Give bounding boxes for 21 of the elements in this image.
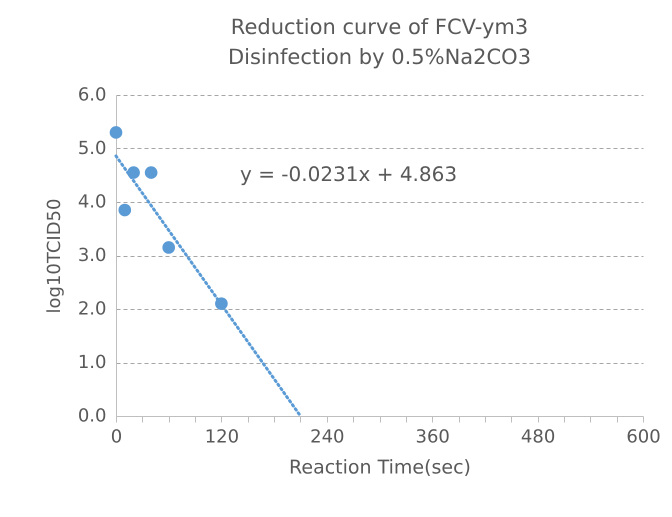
point (110, 126, 122, 139)
y-tick-label: 4.0 (78, 192, 106, 212)
x-tick-label: 600 (626, 426, 661, 448)
chart-title: Reduction curve of FCV-ym3 Disinfection by 0.5%Na2CO3 (228, 15, 532, 69)
x-tick-label: 120 (204, 426, 240, 448)
y-tick-label: 1.0 (78, 352, 106, 373)
point (162, 241, 176, 254)
x-tick-label: 480 (520, 426, 556, 448)
point (144, 166, 158, 179)
y-axis-title: log10TCID50 (44, 198, 65, 314)
x-tick-label: 240 (310, 426, 344, 448)
x-tick-label: 360 (416, 426, 450, 448)
x-tick-label: 0 (110, 426, 122, 448)
y-tick-label: 2.0 (78, 298, 106, 320)
y-tick-label: 6.0 (78, 84, 106, 106)
annotation: y = -0.0231x + 4.863 (240, 162, 458, 186)
y-tick-label: 0.0 (78, 406, 106, 426)
point (118, 204, 132, 216)
y-tick-label: 3.0 (78, 245, 106, 266)
y-tick-label: 5.0 (78, 138, 106, 159)
x-axis-title: Reaction Time(sec) (289, 456, 471, 478)
